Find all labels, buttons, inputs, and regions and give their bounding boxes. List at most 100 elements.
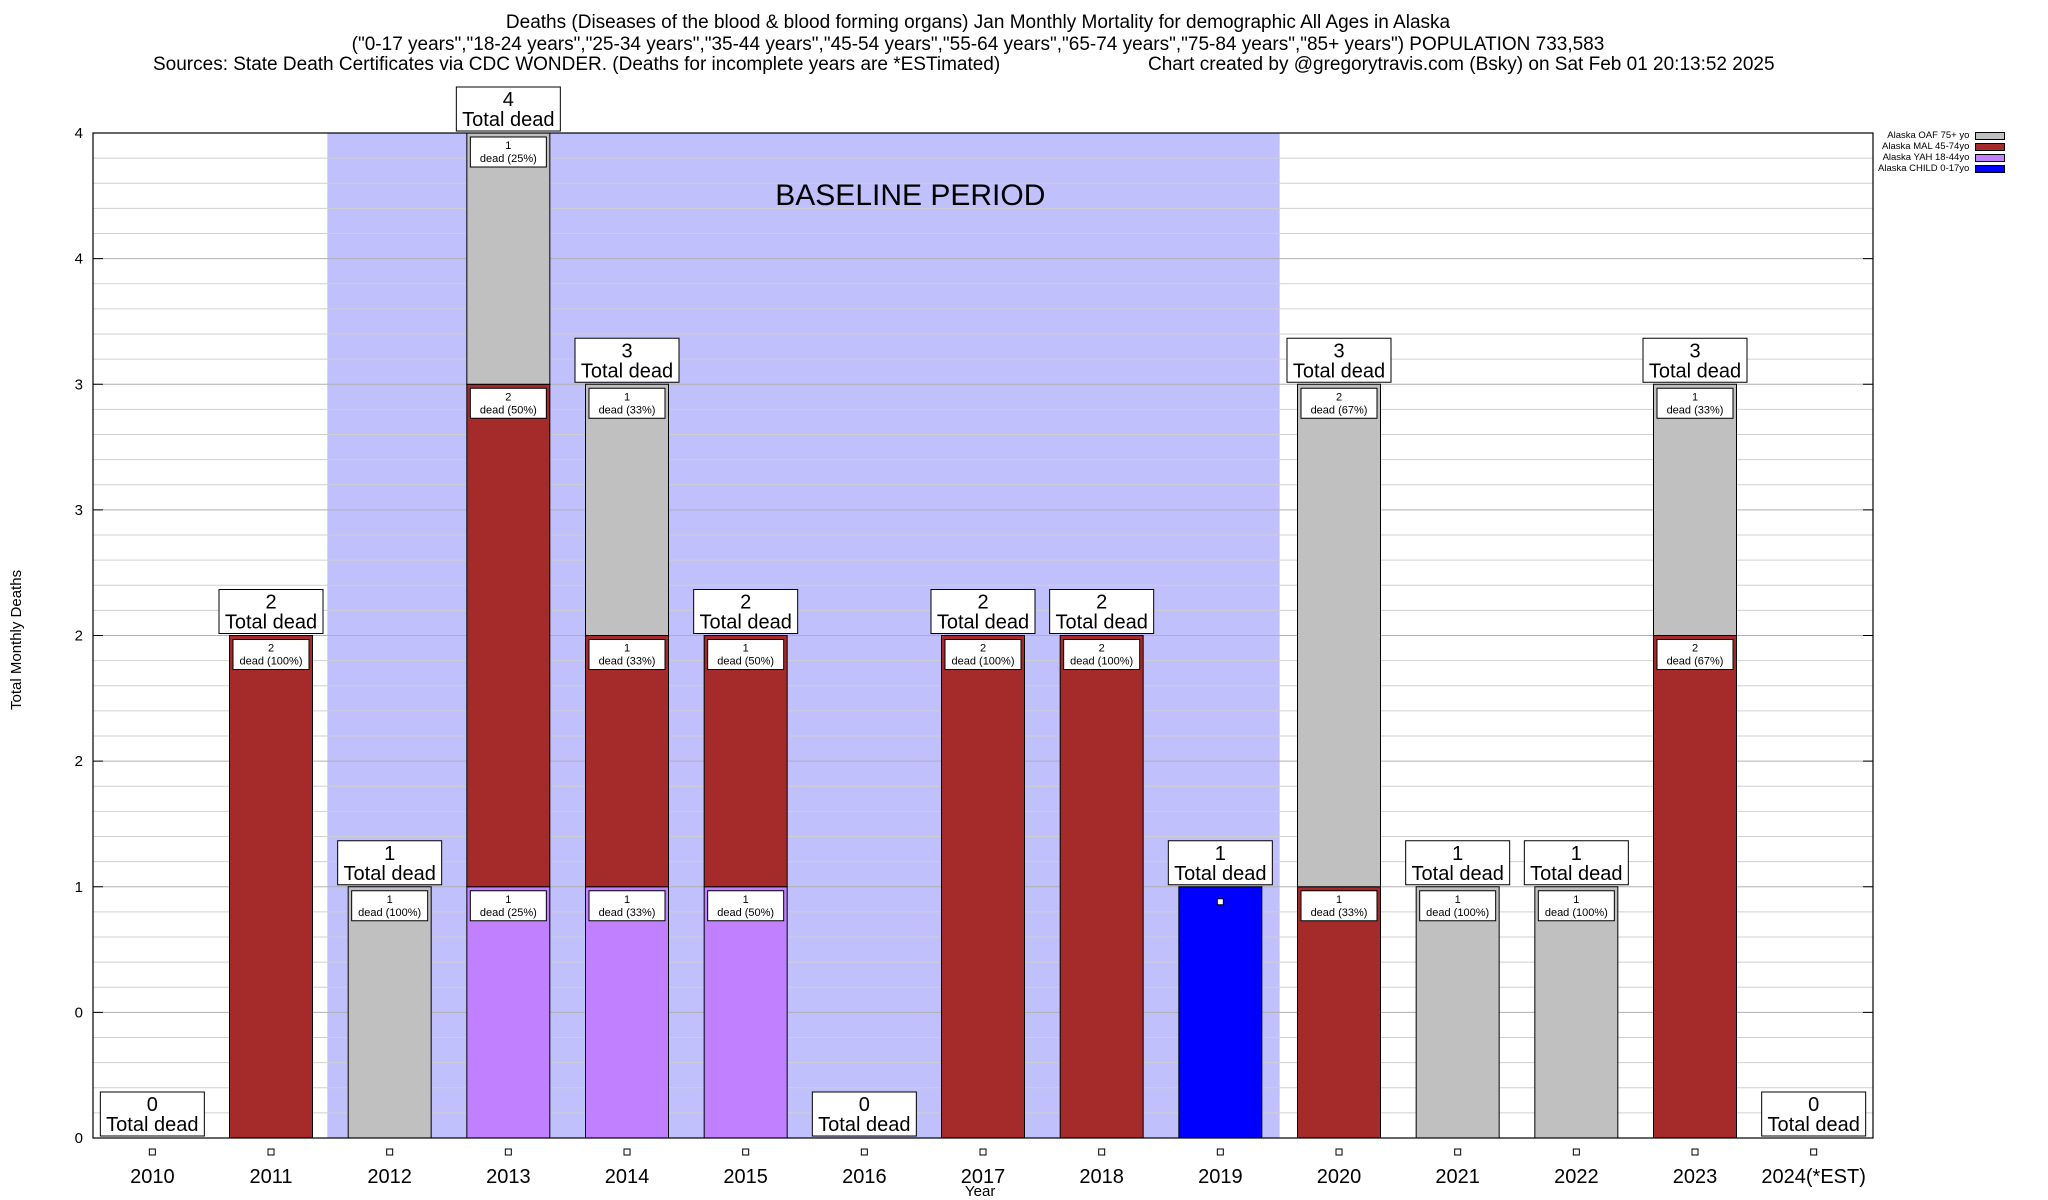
x-tick-marker	[1810, 1148, 1818, 1156]
segment-label-box	[588, 387, 666, 419]
segment-label-box	[1656, 639, 1734, 670]
total-label-box	[693, 589, 799, 634]
segment-label-percent: dead (67%)	[1667, 656, 1724, 668]
total-label-box	[337, 840, 443, 886]
total-label-text: Total dead	[1293, 360, 1385, 382]
x-tick-marker	[267, 1148, 275, 1156]
bar-segment	[1297, 383, 1381, 888]
y-tick-label: 4	[75, 125, 83, 142]
x-tick-label: 2012	[367, 1166, 412, 1188]
legend-label: Alaska OAF 75+ yo	[1887, 130, 1970, 141]
x-tick-label: 2010	[130, 1166, 175, 1188]
x-tick-label: 2017	[961, 1166, 1006, 1188]
segment-label-count: 2	[1336, 391, 1342, 403]
baseline-label: BASELINE PERIOD	[775, 179, 1045, 212]
total-label-value: 1	[1215, 843, 1226, 865]
total-label-box	[1167, 840, 1273, 886]
segment-label-count: 1	[743, 643, 749, 655]
legend: Alaska OAF 75+ yo Alaska MAL 45-74yo Ala…	[1878, 130, 2006, 174]
bar-segment	[466, 383, 551, 888]
segment-label-percent: dead (33%)	[1311, 907, 1368, 919]
segment-label-count: 1	[624, 894, 630, 906]
x-tick-marker	[1335, 1148, 1343, 1156]
total-label-value: 0	[859, 1094, 870, 1116]
bar-segment	[1534, 886, 1619, 1139]
segment-label-count: 1	[1336, 894, 1342, 906]
segment-label-percent: dead (33%)	[1667, 404, 1724, 416]
legend-swatch	[1975, 131, 2006, 140]
segment-label-percent: dead (100%)	[952, 656, 1015, 668]
segment-label-count: 2	[505, 391, 511, 403]
bar-segment	[1297, 886, 1381, 1139]
x-tick-label: 2020	[1317, 1166, 1362, 1188]
segment-label-percent: dead (25%)	[480, 153, 537, 165]
bar-segment	[229, 635, 313, 1139]
x-tick-marker	[1691, 1148, 1699, 1156]
x-tick-marker	[1454, 1148, 1462, 1156]
bar-segment	[585, 383, 669, 636]
chart-title: Deaths (Diseases of the blood & blood fo…	[505, 12, 1451, 33]
x-tick-label: 2022	[1554, 1166, 1599, 1188]
total-label-box	[930, 589, 1036, 634]
y-tick-label: 3	[75, 502, 83, 519]
segment-label-count: 1	[743, 894, 749, 906]
x-tick-marker	[860, 1148, 868, 1156]
total-label-value: 0	[147, 1094, 158, 1116]
total-label-text: Total dead	[106, 1114, 198, 1136]
total-label-box	[1286, 337, 1392, 383]
bar-segment	[1415, 886, 1500, 1139]
total-label-text: Total dead	[1649, 360, 1741, 382]
bar-marker	[1216, 898, 1224, 906]
segment-label-count: 1	[387, 894, 393, 906]
segment-label-count: 1	[505, 140, 511, 152]
x-axis-label: Year	[965, 1183, 996, 1200]
legend-item: Alaska YAH 18-44yo	[1878, 152, 2006, 163]
chart-subtitle: ("0-17 years","18-24 years","25-34 years…	[351, 34, 1605, 55]
chart-sources: Sources: State Death Certificates via CD…	[153, 54, 1001, 75]
legend-item: Alaska OAF 75+ yo	[1878, 130, 2006, 141]
segment-label-box	[1656, 387, 1734, 419]
total-label-text: Total dead	[225, 612, 317, 634]
segment-label-percent: dead (50%)	[717, 656, 774, 668]
segment-label-box	[1300, 890, 1378, 922]
segment-label-box	[1063, 639, 1141, 670]
x-tick-label: 2024(*EST)	[1761, 1166, 1866, 1188]
segment-label-box	[469, 136, 547, 168]
x-tick-label: 2015	[723, 1166, 768, 1188]
bar-segment	[585, 886, 669, 1139]
plot-frame	[92, 132, 1874, 1139]
total-label-text: Total dead	[937, 612, 1029, 634]
bar-segment	[941, 635, 1025, 1139]
segment-label-count: 2	[1099, 643, 1105, 655]
x-tick-marker	[1098, 1148, 1106, 1156]
segment-label-count: 1	[505, 894, 511, 906]
segment-label-box	[469, 890, 547, 922]
x-tick-label: 2021	[1435, 1166, 1480, 1188]
segment-label-percent: dead (50%)	[480, 404, 537, 416]
segment-label-box	[588, 639, 666, 670]
total-label-text: Total dead	[1056, 612, 1148, 634]
total-label-value: 2	[740, 592, 751, 614]
total-label-value: 0	[1808, 1094, 1819, 1116]
segment-label-box	[588, 890, 666, 922]
segment-label-box	[944, 639, 1022, 670]
total-label-value: 3	[1333, 340, 1344, 362]
bar-segment	[703, 635, 788, 888]
x-tick-label: 2014	[605, 1166, 650, 1188]
x-tick-marker	[979, 1148, 987, 1156]
segment-label-percent: dead (100%)	[1070, 656, 1133, 668]
segment-label-box	[707, 639, 785, 670]
x-tick-label: 2023	[1673, 1166, 1718, 1188]
total-label-box	[1642, 337, 1748, 383]
y-tick-label: 0	[75, 1004, 83, 1021]
total-label-text: Total dead	[581, 360, 673, 382]
x-tick-marker	[1216, 1148, 1224, 1156]
y-tick-label: 0	[75, 1130, 83, 1147]
total-label-text: Total dead	[700, 612, 792, 634]
total-label-box	[1405, 840, 1511, 886]
x-tick-label: 2019	[1198, 1166, 1243, 1188]
legend-label: Alaska CHILD 0-17yo	[1878, 163, 1970, 174]
y-tick-label: 1	[75, 879, 83, 896]
bar-segment	[1178, 886, 1263, 1139]
